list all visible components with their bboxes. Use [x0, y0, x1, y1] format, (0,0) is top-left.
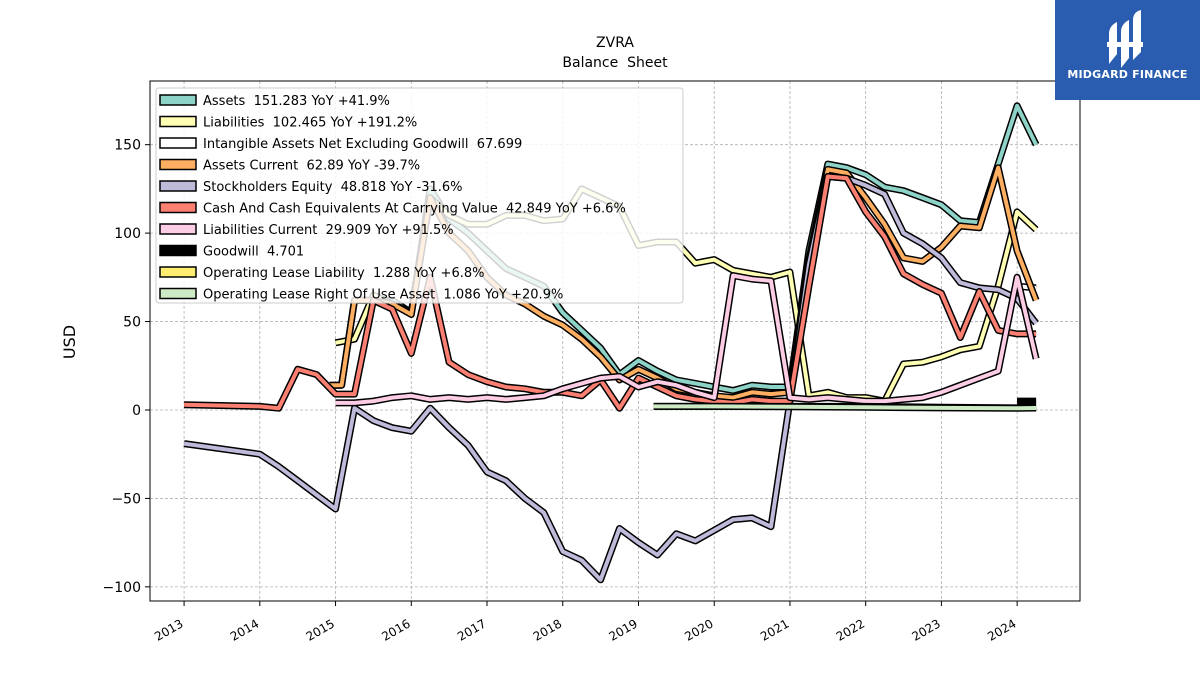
- y-tick-label: −100: [103, 580, 141, 596]
- legend-label: Goodwill 4.701: [203, 245, 304, 260]
- legend-label: Liabilities Current 29.909 YoY +91.5%: [203, 223, 454, 238]
- x-tick-label: 2013: [152, 616, 185, 643]
- series-line: [183, 174, 1038, 582]
- legend-box: [155, 87, 684, 304]
- series-9: [653, 402, 1037, 412]
- y-tick-label: 0: [132, 403, 141, 419]
- chart-title: ZVRA: [596, 35, 634, 51]
- legend-swatch: [159, 266, 197, 278]
- y-tick-label: −50: [111, 491, 141, 507]
- legend-label: Assets 151.283 YoY +41.9%: [203, 94, 390, 109]
- x-tick-label: 2021: [758, 616, 791, 643]
- legend-swatch: [159, 94, 197, 106]
- series-line: [653, 404, 1037, 411]
- brand-logo: MIDGARD FINANCE: [1055, 0, 1200, 100]
- legend-label: Assets Current 62.89 YoY -39.7%: [203, 159, 420, 174]
- legend-label: Stockholders Equity 48.818 YoY -31.6%: [203, 180, 463, 195]
- series-line: [335, 273, 1039, 405]
- legend-swatch: [159, 287, 197, 300]
- legend-swatch: [159, 244, 197, 257]
- plot-frame: [149, 80, 1081, 602]
- x-tick-label: 2018: [531, 616, 564, 643]
- x-tick-label: 2016: [379, 616, 412, 643]
- series-4: [183, 173, 1039, 584]
- legend-swatch: [159, 201, 197, 214]
- x-tick-label: 2020: [682, 616, 715, 643]
- x-tick-label: 2015: [304, 616, 337, 643]
- x-tick-label: 2022: [834, 616, 867, 643]
- chart-subtitle: Balance Sheet: [562, 55, 668, 71]
- legend: Assets 151.283 YoY +41.9% Liabilities 102…: [155, 87, 684, 304]
- legend-label: Intangible Assets Net Excluding Goodwill…: [203, 137, 522, 152]
- legend-label: Liabilities 102.465 YoY +191.2%: [203, 116, 417, 131]
- x-tick-label: 2019: [607, 616, 640, 643]
- brand-name: MIDGARD FINANCE: [1067, 68, 1188, 81]
- legend-label: Cash And Cash Equivalents At Carrying Va…: [203, 202, 626, 217]
- x-tick-label: 2017: [455, 616, 488, 643]
- legend-swatch: [159, 115, 197, 128]
- legend-label: Operating Lease Liability 1.288 YoY +6.8…: [203, 266, 484, 281]
- y-tick-label: 50: [123, 315, 141, 331]
- x-tick-label: 2023: [909, 616, 942, 643]
- x-tick-label: 2024: [985, 616, 1018, 643]
- legend-label: Operating Lease Right Of Use Asset 1.086…: [203, 288, 563, 303]
- legend-swatch: [159, 158, 197, 171]
- legend-swatch: [159, 137, 197, 149]
- y-tick-label: 150: [114, 138, 141, 154]
- series-6: [335, 272, 1040, 407]
- legend-swatch: [159, 180, 197, 192]
- y-axis-label: USD: [60, 325, 79, 359]
- legend-swatch: [159, 223, 197, 235]
- y-tick-label: 100: [114, 226, 141, 242]
- x-tick-label: 2014: [228, 616, 261, 643]
- logo-mark-icon: [1107, 10, 1143, 68]
